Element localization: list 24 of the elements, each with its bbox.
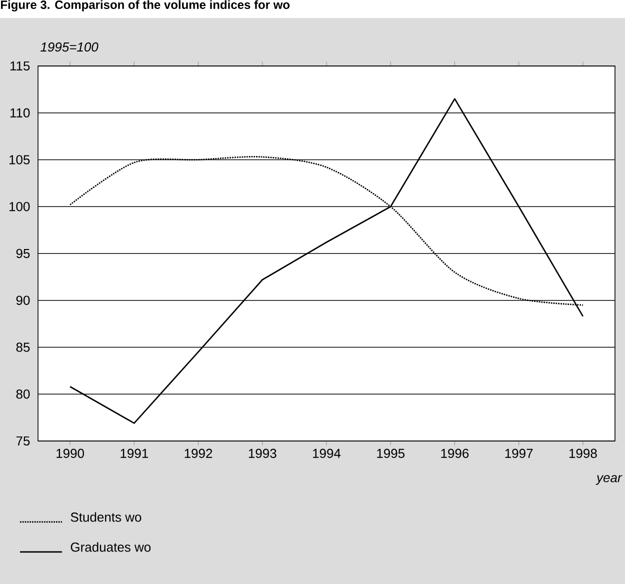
x-axis-title: year [596,475,622,485]
y-tick-label: 90 [16,296,30,305]
x-tick-label: 1998 [569,448,597,458]
y-tick-label: 105 [10,155,30,164]
y-tick-label: 95 [16,248,30,258]
x-tick-label: 1991 [120,448,148,458]
y-tick-label: 100 [10,202,30,212]
y-tick-label: 85 [16,342,30,352]
x-tick-label: 1993 [248,448,276,458]
x-tick-label: 1990 [56,448,84,458]
chart-title: Figure 3. Comparison of the volume indices for wo [1,0,290,12]
y-tick-label: 75 [16,436,30,446]
x-tick-label: 1996 [441,448,469,458]
line-series [69,98,584,424]
y-tick-label: 110 [10,108,30,118]
legend-label: Graduates wo [70,542,151,552]
x-tick-label: 1995 [377,448,405,458]
x-tick-label: 1994 [313,448,341,458]
x-tick-label: 1997 [505,448,533,458]
legend-label: Students wo [70,512,142,522]
y-tick-label: 80 [16,390,30,399]
x-tick-label: 1992 [184,448,212,458]
y-tick-label: 115 [10,61,30,71]
y-axis-title: 1995=100 [40,42,98,52]
